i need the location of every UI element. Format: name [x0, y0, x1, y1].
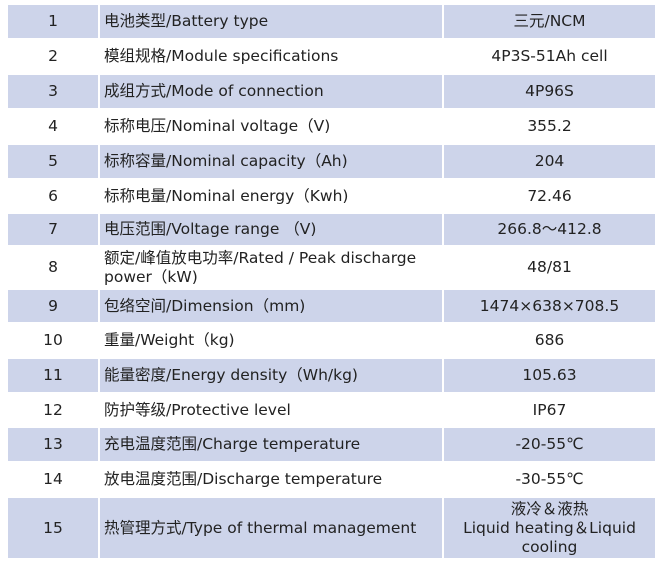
row-number: 12 [6, 392, 100, 428]
item-name: 放电温度范围/Discharge temperature [98, 461, 444, 498]
row-number: 9 [6, 288, 100, 324]
item-name: 电池类型/Battery type [98, 3, 444, 40]
row-number: 11 [6, 357, 100, 394]
row-number: 6 [6, 178, 100, 214]
item-value: 355.2 [442, 108, 657, 145]
item-name: 热管理方式/Type of thermal management [98, 496, 444, 560]
item-value: 4P3S-51Ah cell [442, 38, 657, 75]
item-value: 204 [442, 143, 657, 180]
row-number: 8 [6, 245, 100, 290]
item-name: 包络空间/Dimension（mm) [98, 288, 444, 324]
item-name: 电压范围/Voltage range （V) [98, 212, 444, 247]
value-line: Liquid heating＆Liquid cooling [463, 518, 636, 556]
table-row: 11 能量密度/Energy density（Wh/kg) 105.63 [6, 357, 657, 394]
item-value: 1474×638×708.5 [442, 288, 657, 324]
item-value: 686 [442, 322, 657, 359]
table-row: 12 防护等级/Protective level IP67 [6, 392, 657, 428]
table-row: 14 放电温度范围/Discharge temperature -30-55℃ [6, 461, 657, 498]
item-value: -30-55℃ [442, 461, 657, 498]
row-number: 2 [6, 38, 100, 75]
row-number: 13 [6, 426, 100, 463]
row-number: 1 [6, 3, 100, 40]
item-value: 48/81 [442, 245, 657, 290]
item-name: 能量密度/Energy density（Wh/kg) [98, 357, 444, 394]
item-value: 三元/NCM [442, 3, 657, 40]
table-row: 5 标称容量/Nominal capacity（Ah) 204 [6, 143, 657, 180]
row-number: 3 [6, 73, 100, 110]
item-value: IP67 [442, 392, 657, 428]
row-number: 5 [6, 143, 100, 180]
row-number: 10 [6, 322, 100, 359]
item-name: 标称电压/Nominal voltage（V) [98, 108, 444, 145]
item-name: 模组规格/Module specifications [98, 38, 444, 75]
table-row: 2 模组规格/Module specifications 4P3S-51Ah cel… [6, 38, 657, 75]
item-name: 充电温度范围/Charge temperature [98, 426, 444, 463]
table-row: 3 成组方式/Mode of connection 4P96S [6, 73, 657, 110]
table-row: 15 热管理方式/Type of thermal management 液冷＆液热 L… [6, 496, 657, 560]
item-value: 72.46 [442, 178, 657, 214]
row-number: 4 [6, 108, 100, 145]
item-name: 成组方式/Mode of connection [98, 73, 444, 110]
item-name: 额定/峰值放电功率/Rated / Peak discharge power（k… [98, 245, 444, 290]
spec-table: 1 电池类型/Battery type 三元/NCM 2 模组规格/Module spe… [6, 3, 657, 560]
item-value: 液冷＆液热 Liquid heating＆Liquid cooling [442, 496, 657, 560]
item-value: 105.63 [442, 357, 657, 394]
item-name: 防护等级/Protective level [98, 392, 444, 428]
item-value: -20-55℃ [442, 426, 657, 463]
table-row: 7 电压范围/Voltage range （V) 266.8～412.8 [6, 212, 657, 247]
table-row: 8 额定/峰值放电功率/Rated / Peak discharge power（… [6, 245, 657, 290]
item-name: 标称容量/Nominal capacity（Ah) [98, 143, 444, 180]
table-row: 6 标称电量/Nominal energy（Kwh) 72.46 [6, 178, 657, 214]
table-row: 9 包络空间/Dimension（mm) 1474×638×708.5 [6, 288, 657, 324]
row-number: 15 [6, 496, 100, 560]
item-name: 重量/Weight（kg) [98, 322, 444, 359]
table-row: 4 标称电压/Nominal voltage（V) 355.2 [6, 108, 657, 145]
item-value: 4P96S [442, 73, 657, 110]
row-number: 14 [6, 461, 100, 498]
value-line: 液冷＆液热 [510, 499, 589, 518]
table-row: 13 充电温度范围/Charge temperature -20-55℃ [6, 426, 657, 463]
item-name: 标称电量/Nominal energy（Kwh) [98, 178, 444, 214]
item-value: 266.8～412.8 [442, 212, 657, 247]
table-row: 10 重量/Weight（kg) 686 [6, 322, 657, 359]
row-number: 7 [6, 212, 100, 247]
table-row: 1 电池类型/Battery type 三元/NCM [6, 3, 657, 40]
